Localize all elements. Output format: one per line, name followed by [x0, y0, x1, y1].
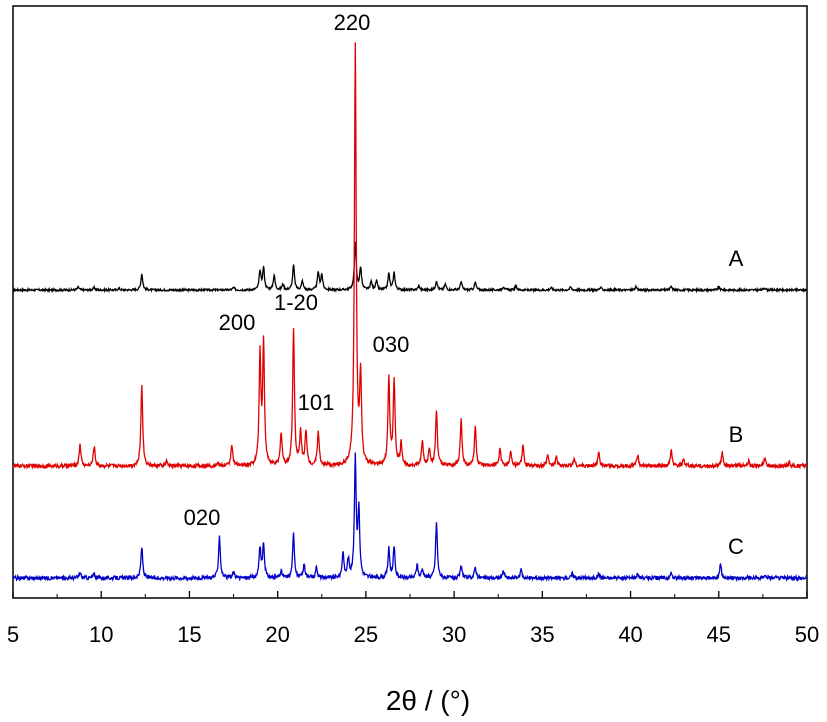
x-axis-label: 2θ / (°)	[386, 685, 470, 716]
x-tick-label: 30	[442, 622, 466, 647]
x-tick-label: 35	[530, 622, 554, 647]
x-tick-label: 25	[354, 622, 378, 647]
x-tick-label: 15	[177, 622, 201, 647]
plot-frame	[12, 5, 808, 599]
series-line-B	[12, 42, 808, 470]
peak-label: 1-20	[274, 290, 318, 315]
x-tick-label: 5	[7, 622, 19, 647]
x-tick-label: 40	[618, 622, 642, 647]
peak-label: 020	[184, 505, 221, 530]
x-axis-ticks: 5 10 15 20 25 30 35 40 45 50	[7, 591, 819, 647]
series-line-C	[12, 452, 808, 583]
series-line-A	[12, 241, 808, 294]
series-layer: A B C	[12, 42, 808, 583]
x-tick-label: 45	[707, 622, 731, 647]
peak-label: 101	[298, 390, 335, 415]
peak-label: 220	[334, 10, 371, 35]
series-label-A: A	[729, 246, 744, 271]
series-label-B: B	[729, 422, 744, 447]
series-label-C: C	[728, 534, 744, 559]
x-tick-label: 10	[89, 622, 113, 647]
x-tick-label: 50	[795, 622, 819, 647]
peak-label: 200	[219, 310, 256, 335]
peak-label: 030	[373, 332, 410, 357]
peak-annotations: 220 200 1-20 101 030 020	[184, 10, 410, 530]
x-tick-label: 20	[265, 622, 289, 647]
